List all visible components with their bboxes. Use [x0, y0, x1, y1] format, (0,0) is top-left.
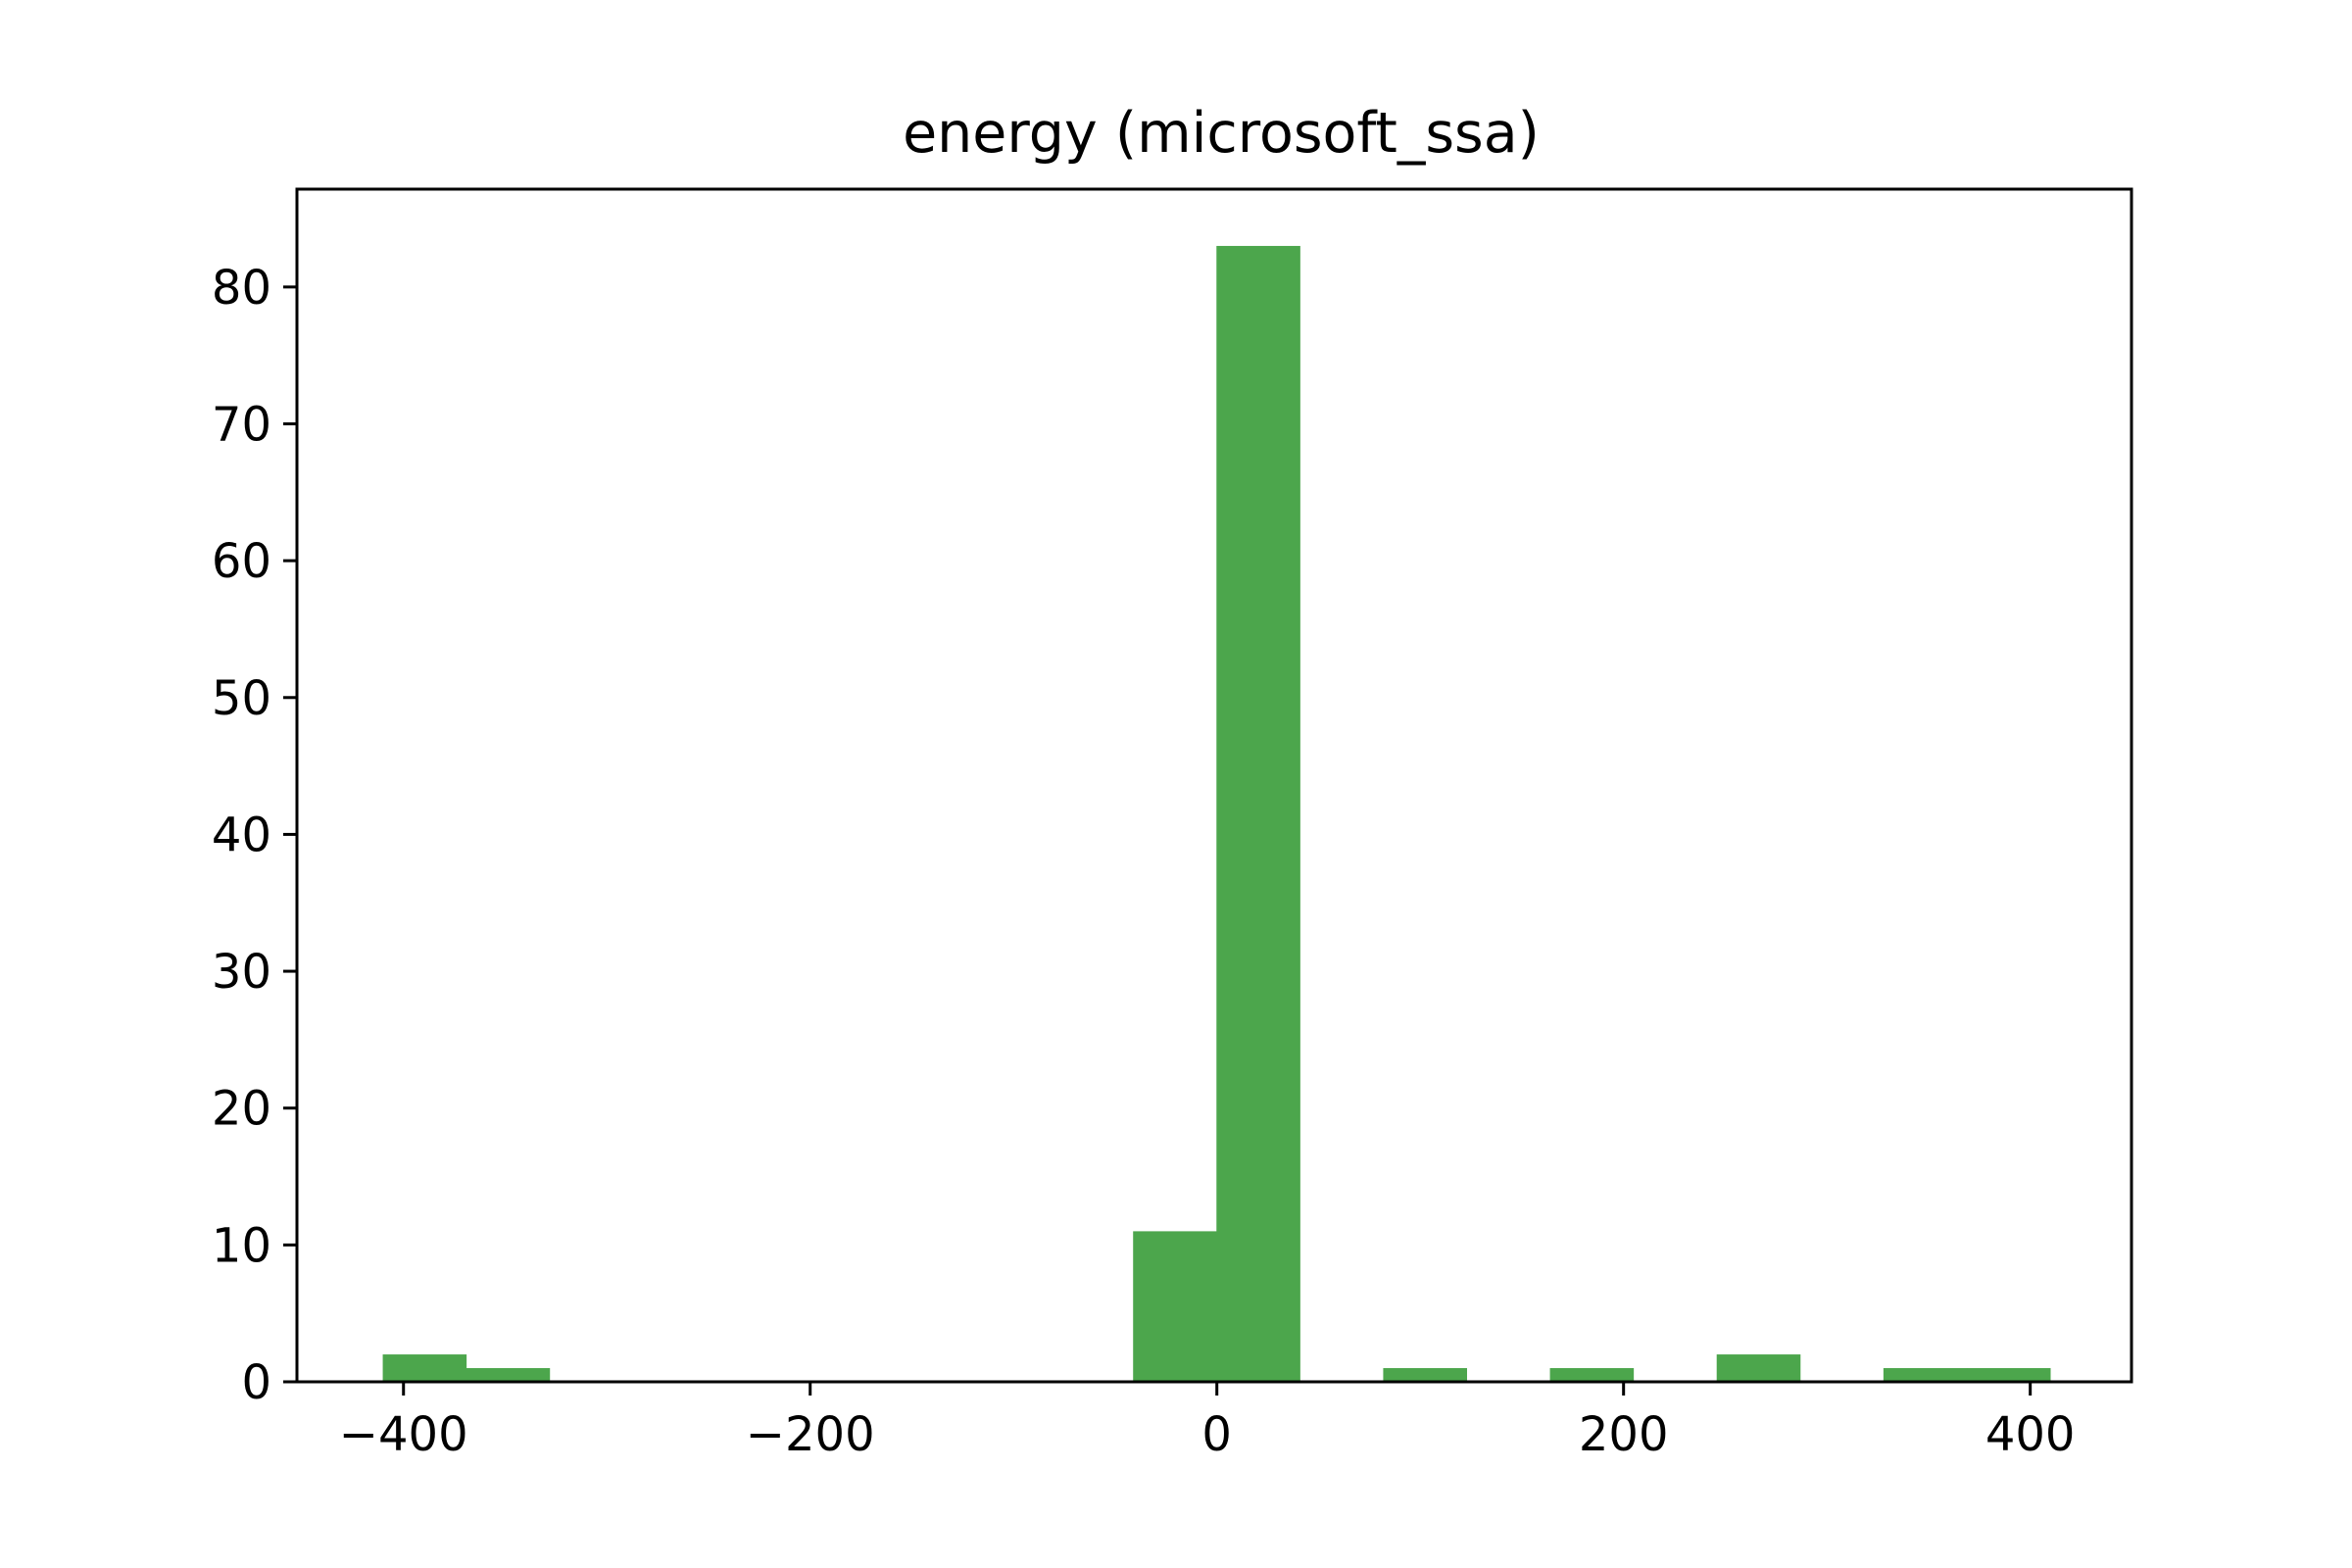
- y-tick-label: 30: [212, 945, 271, 1000]
- histogram-bar: [1716, 1354, 1801, 1382]
- histogram-bar: [1133, 1231, 1217, 1382]
- chart-title: energy (microsoft_ssa): [903, 101, 1540, 166]
- x-tick-label: 400: [1985, 1407, 2076, 1462]
- histogram-bar: [1883, 1368, 1968, 1382]
- y-tick-label: 10: [212, 1218, 271, 1273]
- histogram-bar: [1383, 1368, 1467, 1382]
- x-tick-label: −400: [339, 1407, 468, 1462]
- x-tick-label: 0: [1201, 1407, 1232, 1462]
- x-tick-label: −200: [746, 1407, 875, 1462]
- histogram-bar: [382, 1354, 467, 1382]
- histogram-bar: [1216, 245, 1300, 1382]
- x-tick-label: 200: [1579, 1407, 1669, 1462]
- bars-group: [382, 245, 2051, 1382]
- y-tick-label: 70: [212, 397, 271, 452]
- y-axis: 0 10 20 30 40 50 60 70 80: [212, 261, 297, 1410]
- y-tick-label: 0: [241, 1355, 271, 1410]
- plot-frame: [295, 187, 2133, 1384]
- y-tick-label: 20: [212, 1082, 271, 1137]
- y-tick-label: 40: [212, 808, 271, 862]
- y-tick-label: 50: [212, 671, 271, 726]
- y-tick-label: 60: [212, 534, 271, 589]
- x-axis: −400 −200 0 200 400: [339, 1382, 2076, 1462]
- y-tick-label: 80: [212, 261, 271, 316]
- histogram-bar: [1549, 1368, 1635, 1382]
- histogram-bar: [1966, 1368, 2051, 1382]
- histogram-bar: [466, 1368, 551, 1382]
